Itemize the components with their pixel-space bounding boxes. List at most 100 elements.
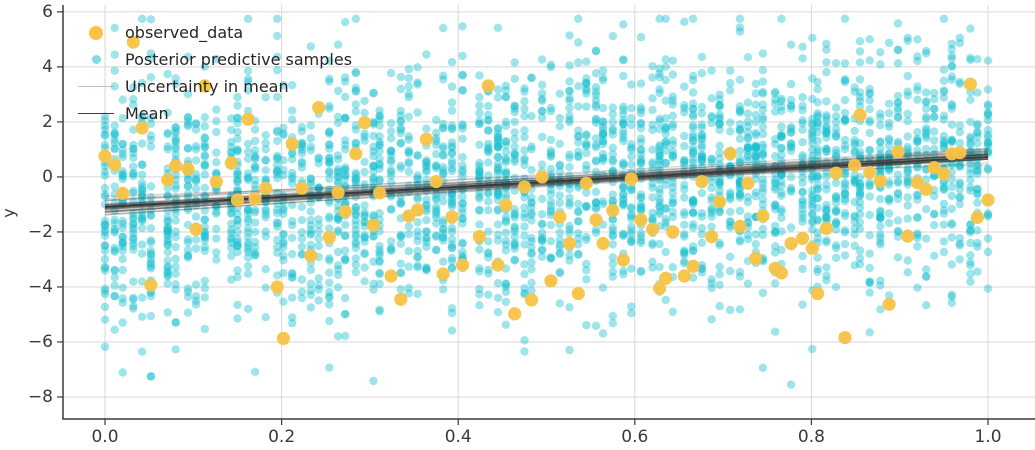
observed-data-point	[198, 79, 212, 93]
observed-data-point	[686, 259, 700, 273]
observed-data-point	[937, 167, 951, 181]
legend-label: Posterior predictive samples	[125, 50, 353, 69]
observed-data-point	[524, 293, 539, 307]
observed-data-marker-icon	[89, 25, 103, 40]
y-tick-label: −8	[27, 386, 53, 407]
observed-data-point	[535, 170, 549, 184]
observed-data-point	[666, 225, 680, 239]
observed-data-point	[331, 186, 345, 200]
observed-data-point	[472, 230, 486, 244]
observed-data-point	[270, 280, 284, 294]
observed-data-point	[970, 210, 985, 224]
observed-data-point	[919, 182, 933, 196]
observed-data-point	[411, 203, 425, 217]
observed-data-point	[456, 258, 470, 272]
y-tick-label: −6	[27, 331, 53, 352]
observed-data-point	[579, 176, 593, 190]
observed-data-point	[634, 213, 648, 227]
legend-marker-cell	[76, 55, 116, 64]
x-tick-label: 0.4	[444, 427, 472, 447]
y-axis-label: y	[0, 208, 18, 218]
observed-data-point	[259, 181, 273, 195]
legend-entry-mean: Mean	[76, 100, 352, 127]
x-tick-label: 0.6	[621, 427, 649, 447]
observed-data-point	[276, 331, 290, 345]
uncertainty-line-icon	[78, 86, 114, 87]
observed-data-point	[695, 175, 709, 189]
observed-data-point	[829, 166, 843, 180]
y-tick-label: −4	[27, 276, 53, 297]
y-tick-label: 4	[42, 56, 53, 77]
observed-data-point	[224, 156, 238, 170]
observed-data-point	[596, 236, 610, 251]
observed-data-point	[161, 173, 175, 187]
observed-data-point	[853, 108, 867, 122]
observed-data-point	[366, 218, 381, 232]
observed-data-point	[419, 132, 433, 146]
x-tick-label: 0.8	[797, 427, 825, 447]
y-tick-label: 6	[42, 1, 53, 22]
observed-data-point	[304, 249, 318, 263]
observed-data-point	[713, 195, 727, 209]
observed-data-point	[436, 267, 450, 281]
observed-data-point	[606, 203, 620, 218]
observed-data-layer	[98, 35, 995, 345]
observed-data-point	[819, 221, 834, 235]
observed-data-point	[953, 146, 967, 160]
observed-data-point	[571, 287, 585, 301]
legend-entry-posterior-samples: Posterior predictive samples	[76, 46, 352, 73]
observed-data-point	[358, 116, 372, 130]
observed-data-point	[491, 258, 505, 272]
observed-data-point	[624, 172, 638, 186]
observed-data-point	[108, 158, 122, 172]
y-tick-label: 0	[42, 166, 53, 187]
legend-marker-cell	[76, 113, 116, 114]
observed-data-point	[774, 266, 789, 280]
observed-data-point	[248, 192, 262, 206]
observed-data-point	[616, 253, 630, 267]
observed-data-point	[135, 121, 149, 135]
observed-data-point	[116, 186, 130, 200]
observed-data-point	[338, 205, 352, 219]
observed-data-point	[181, 162, 195, 176]
observed-data-point	[741, 176, 755, 190]
y-tick-label: 2	[42, 111, 53, 132]
x-tick-label: 1.0	[974, 427, 1002, 447]
observed-data-point	[805, 241, 819, 255]
observed-data-point	[349, 147, 363, 161]
observed-data-point	[373, 186, 387, 200]
observed-data-point	[659, 271, 673, 285]
observed-data-point	[144, 278, 158, 292]
observed-data-point	[838, 331, 852, 345]
observed-data-point	[481, 79, 495, 93]
legend-entry-uncertainty: Uncertainty in mean	[76, 73, 352, 100]
observed-data-point	[241, 112, 255, 126]
observed-data-point	[848, 158, 862, 172]
observed-data-point	[653, 281, 667, 295]
observed-data-point	[312, 101, 326, 115]
observed-data-point	[963, 77, 978, 91]
observed-data-point	[891, 145, 905, 159]
axes-spines	[62, 5, 1035, 420]
legend-entry-observed-data: observed_data	[76, 19, 352, 46]
legend-marker-cell	[76, 86, 116, 87]
legend-marker-cell	[76, 25, 116, 40]
observed-data-point	[285, 137, 299, 151]
observed-data-point	[295, 181, 309, 195]
observed-data-point	[209, 175, 223, 189]
tick-marks	[57, 11, 989, 425]
legend-label: Uncertainty in mean	[125, 77, 289, 96]
observed-data-point	[384, 269, 398, 283]
observed-data-point	[645, 222, 660, 236]
observed-data-point	[873, 174, 887, 188]
observed-data-point	[499, 198, 513, 212]
observed-data-point	[589, 213, 603, 227]
observed-data-point	[553, 210, 567, 224]
observed-data-point	[98, 149, 112, 163]
observed-data-point	[749, 251, 763, 265]
observed-data-point	[784, 236, 798, 251]
observed-data-point	[882, 297, 896, 311]
observed-data-point	[169, 159, 183, 173]
